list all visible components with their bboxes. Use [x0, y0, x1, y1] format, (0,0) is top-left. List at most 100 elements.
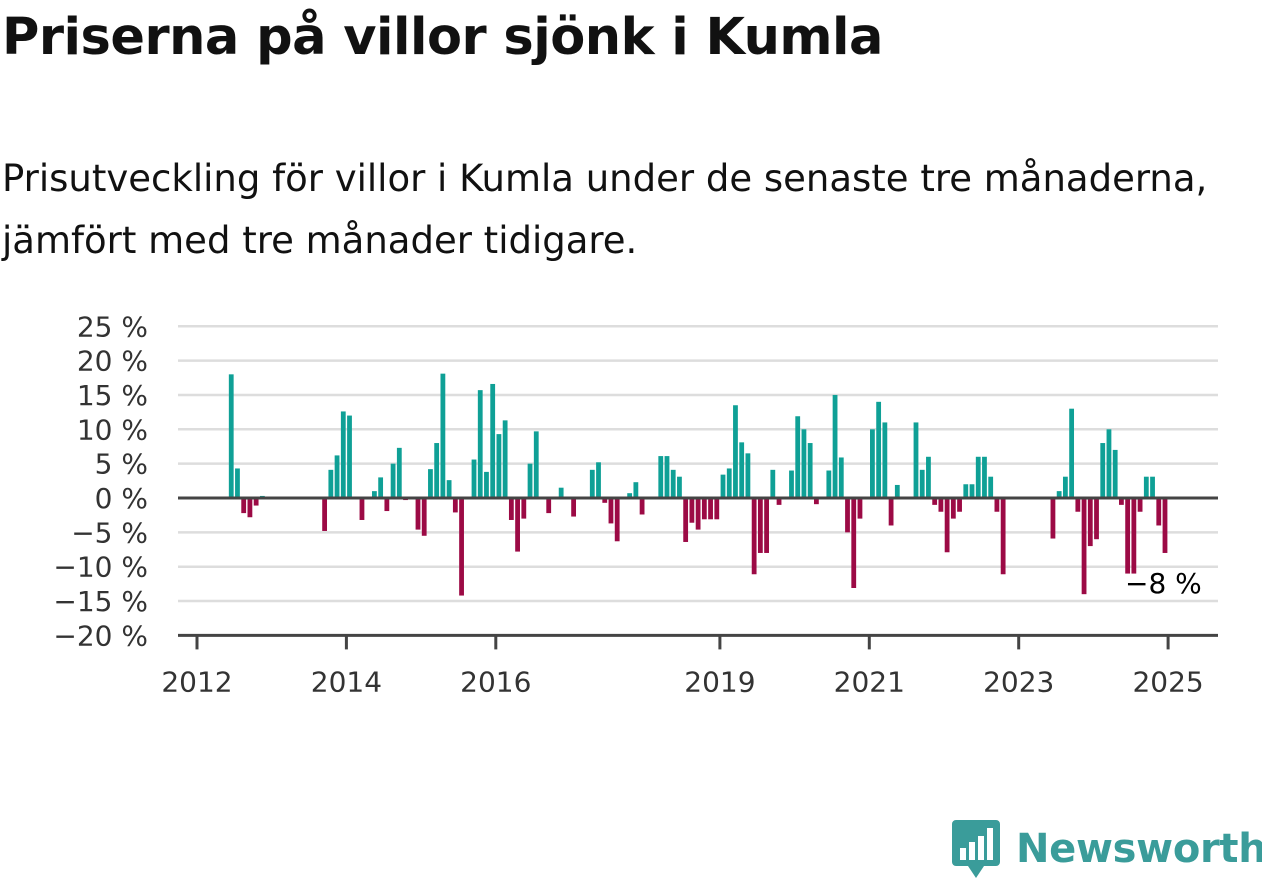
bar: [1087, 498, 1093, 547]
bar: [571, 498, 577, 517]
bar: [739, 442, 745, 498]
y-tick-label: −10 %: [53, 551, 148, 584]
bar: [807, 443, 813, 498]
bar: [764, 498, 769, 553]
x-tick-label: 2023: [983, 665, 1054, 698]
bar: [1050, 498, 1056, 539]
bar: [1131, 498, 1137, 574]
x-axis: 2012 2014 2016 2019 2021 2023 2025: [161, 635, 1204, 698]
bar: [558, 487, 564, 498]
bar: [994, 498, 1000, 512]
bar: [975, 456, 981, 498]
bar: [789, 470, 794, 498]
bar: [546, 498, 552, 514]
x-tick-label: 2019: [684, 665, 755, 698]
bar: [888, 498, 894, 526]
bar: [627, 493, 633, 498]
bar: [664, 456, 670, 498]
bar: [701, 498, 707, 520]
bar: [658, 456, 664, 498]
x-tick-label: 2021: [834, 665, 905, 698]
chart-subtitle: Prisutveckling för villor i Kumla under …: [2, 157, 1208, 262]
bar: [347, 415, 352, 498]
bar: [359, 498, 365, 520]
bar: [521, 498, 527, 519]
bar: [770, 469, 776, 498]
bar: [1143, 476, 1149, 498]
price-change-chart: −20 %−15 %−10 %−5 %0 %5 %10 %15 %20 %25 …: [53, 310, 1218, 698]
x-tick-label: 2012: [161, 665, 232, 698]
y-tick-label: −20 %: [53, 619, 148, 652]
bar: [1081, 498, 1087, 595]
bar: [938, 498, 944, 512]
bar: [689, 498, 695, 523]
bar: [471, 459, 477, 498]
bar: [459, 498, 464, 596]
bar: [982, 456, 987, 498]
bars: [228, 373, 1168, 596]
bar: [602, 498, 608, 503]
bar: [235, 468, 240, 498]
y-tick-label: 10 %: [77, 413, 148, 446]
bar: [932, 498, 938, 505]
brand-logo: Newsworthy: [950, 818, 1262, 880]
bar: [322, 498, 328, 531]
bar: [378, 477, 384, 498]
bar: [608, 498, 614, 524]
brand-name: Newsworthy: [1016, 826, 1262, 872]
bar: [390, 463, 396, 498]
bar: [1106, 429, 1112, 498]
bar: [508, 498, 514, 520]
bar: [714, 498, 720, 520]
bar: [826, 470, 832, 498]
chart-title: Priserna på villor sjönk i Kumla: [2, 8, 883, 67]
bar: [328, 469, 334, 498]
bar: [477, 390, 483, 498]
bar: [434, 443, 440, 498]
bar: [1156, 498, 1162, 526]
bar: [247, 498, 253, 518]
bar: [484, 471, 489, 498]
newsworthy-logo-icon: [952, 820, 1000, 878]
bar: [1112, 449, 1118, 498]
bar: [894, 484, 900, 498]
grid-lines: [178, 325, 1218, 603]
bar: [334, 455, 340, 498]
bar: [396, 447, 402, 498]
bar: [832, 394, 838, 498]
bar: [502, 420, 508, 498]
bar: [776, 498, 782, 505]
bar: [527, 463, 533, 498]
bar: [440, 373, 446, 498]
bar: [963, 484, 969, 498]
bar: [751, 498, 757, 575]
bar: [708, 498, 713, 520]
bar: [851, 498, 857, 588]
bar: [589, 469, 595, 498]
bar: [1000, 498, 1006, 575]
bar: [757, 498, 763, 553]
bar: [988, 476, 994, 498]
bar: [496, 434, 502, 498]
bar: [683, 498, 689, 542]
bar: [340, 411, 346, 498]
bar: [876, 401, 882, 498]
bar: [1125, 498, 1131, 574]
bar: [950, 498, 956, 519]
y-tick-label: −5 %: [71, 516, 148, 549]
bar: [490, 383, 496, 498]
bar: [241, 498, 247, 514]
bar: [384, 498, 390, 512]
bar: [969, 484, 975, 498]
y-tick-label: 5 %: [95, 448, 148, 481]
bar: [614, 498, 620, 542]
bar: [745, 453, 751, 498]
bar: [452, 498, 458, 513]
bar: [720, 474, 726, 498]
bar: [733, 405, 738, 498]
bar: [372, 491, 377, 498]
bar: [1119, 498, 1124, 505]
y-tick-label: 0 %: [95, 482, 148, 515]
y-tick-label: 25 %: [77, 310, 148, 343]
bar: [845, 498, 850, 533]
